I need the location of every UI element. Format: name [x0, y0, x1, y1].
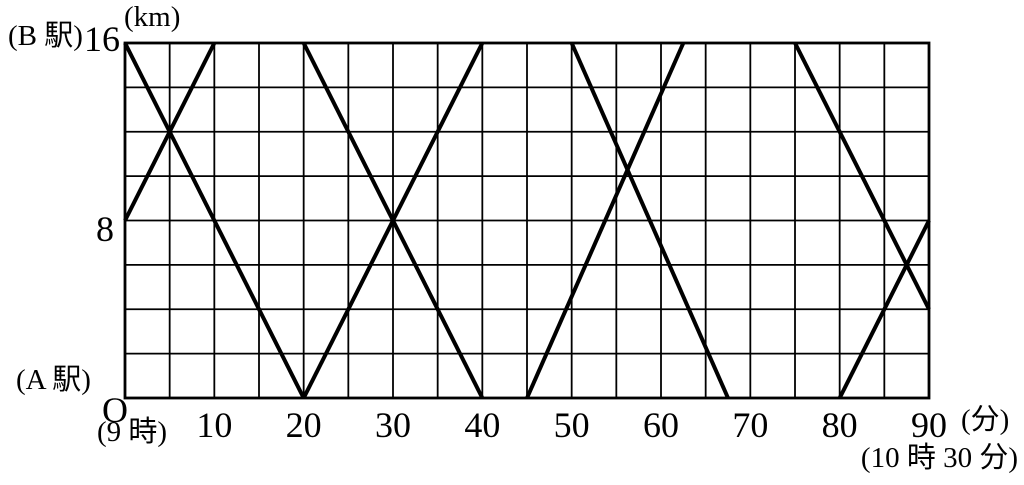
- x-tick-label: 30: [375, 405, 411, 445]
- x-tick-label: 50: [553, 405, 590, 445]
- train-segment-4: [301, 42, 485, 399]
- x-tick-label: 20: [285, 405, 322, 445]
- train-segment-2: [123, 42, 217, 222]
- train-segment-8: [837, 219, 931, 399]
- train-segment-1: [123, 42, 306, 399]
- station-b-label: (B 駅): [8, 20, 83, 52]
- origin-label: O: [102, 390, 128, 430]
- x-tick-label: 60: [643, 405, 679, 445]
- end-time-label: (10 時 30 分): [860, 442, 1018, 474]
- station-a-label: (A 駅): [16, 364, 91, 396]
- train-segment-5: [525, 42, 686, 399]
- y-axis-unit-label: (km): [124, 1, 181, 33]
- y-tick-8: 8: [96, 209, 114, 249]
- x-axis-unit-label: (分): [961, 404, 1010, 436]
- y-tick-16: 16: [84, 19, 120, 59]
- x-tick-label: 70: [732, 405, 769, 445]
- x-tick-label: 80: [821, 405, 858, 445]
- x-tick-label: 10: [196, 405, 233, 445]
- x-tick-label: 40: [464, 405, 501, 445]
- x-tick-label: 90: [911, 405, 947, 445]
- train-segment-6: [569, 42, 730, 399]
- start-time-label: (9 時): [97, 416, 168, 448]
